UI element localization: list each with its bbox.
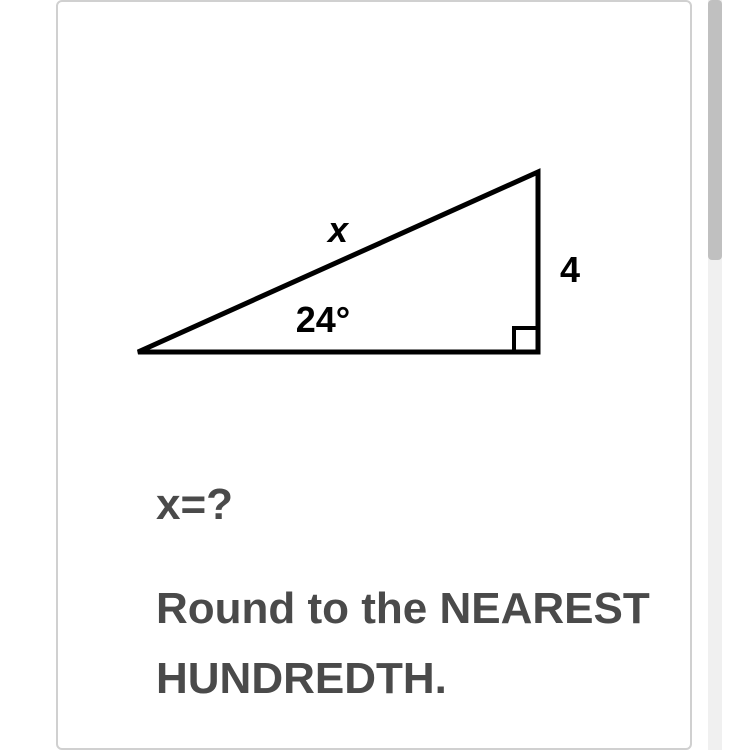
- scrollbar-thumb[interactable]: [708, 0, 722, 260]
- question-line-2: Round to the NEAREST HUNDREDTH.: [156, 574, 690, 715]
- triangle-svg: x 4 24°: [128, 152, 628, 382]
- triangle-diagram: x 4 24°: [128, 152, 628, 382]
- angle-label: 24°: [296, 299, 350, 340]
- opposite-side-label: 4: [560, 249, 580, 290]
- question-line-1: x=?: [156, 480, 233, 530]
- hypotenuse-label: x: [326, 209, 350, 250]
- right-angle-marker: [514, 328, 538, 352]
- question-card: x 4 24° x=? Round to the NEAREST HUNDRED…: [56, 0, 692, 750]
